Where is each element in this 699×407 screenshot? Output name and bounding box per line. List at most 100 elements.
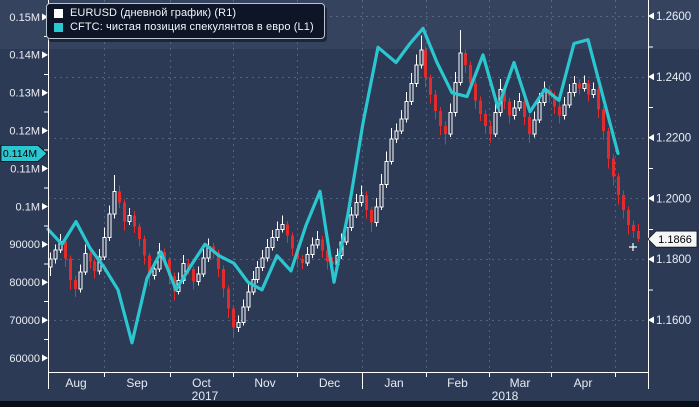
candle-body-down: [484, 113, 487, 127]
candle-body-up: [280, 224, 285, 230]
month-label: Oct: [192, 376, 211, 390]
candle-body-down: [168, 259, 171, 277]
candle-body-up: [409, 82, 414, 103]
candle-body-up: [414, 64, 419, 84]
right-axis-tick-label: 1.1600: [656, 315, 691, 327]
candle-body-down: [553, 95, 556, 107]
left-axis-tick-label: 80000: [9, 277, 40, 289]
month-label: Feb: [447, 376, 468, 390]
candle-body-down: [622, 194, 625, 210]
left-axis-tick-label: 0.11M: [10, 163, 40, 175]
month-label: Sep: [126, 376, 148, 390]
candle-body-up: [112, 191, 117, 215]
candle-body-down: [523, 101, 526, 117]
bottom-strip: [0, 401, 699, 407]
month-label: Nov: [254, 376, 275, 390]
candle-body-down: [143, 239, 146, 256]
latest-price-marker: [629, 243, 637, 251]
candle-body-up: [567, 92, 572, 106]
left-axis-tick-label: 0.12M: [9, 126, 40, 138]
candle-body-down: [474, 83, 477, 101]
candle-body-up: [275, 228, 280, 238]
candle-body-up: [246, 291, 251, 308]
month-label: Dec: [319, 376, 340, 390]
candle-body-down: [464, 53, 467, 66]
candle-body-down: [321, 239, 324, 251]
candle-body-up: [102, 236, 107, 258]
candle-body-up: [404, 101, 409, 120]
candle-body-up: [310, 244, 315, 255]
candle-body-up: [349, 214, 354, 229]
candle-body-up: [419, 49, 424, 66]
candle-body-up: [562, 104, 567, 117]
legend-item-eurusd[interactable]: EURUSD (дневной график) (R1): [54, 7, 314, 20]
left-tick-arrow: [42, 51, 48, 59]
candle-body-up: [201, 257, 206, 275]
candle-body-down: [227, 288, 230, 309]
right-tick-arrow: [648, 316, 654, 324]
left-axis-tick-label: 0.13M: [9, 88, 40, 100]
candle-body-down: [326, 250, 329, 262]
month-label: Apr: [574, 376, 593, 390]
price-current-value-badge: 1.1866: [647, 230, 698, 248]
candle-body-up: [493, 112, 498, 135]
left-axis-tick-label: 70000: [9, 315, 40, 327]
cftc-current-value-badge: 0.114M: [0, 145, 48, 162]
candle-body-down: [217, 252, 220, 269]
candle-body-down: [632, 225, 635, 232]
right-badge-text: 1.1866: [658, 234, 692, 246]
axis-frame: [48, 0, 649, 373]
left-axis-tick-label: 0.15M: [9, 12, 40, 24]
candle-body-up: [394, 130, 399, 140]
candle-body-up: [389, 138, 394, 162]
candle-body-down: [508, 101, 511, 116]
candle-body-up: [591, 89, 596, 95]
candle-body-down: [291, 235, 294, 249]
eurusd-series-swatch: [54, 9, 63, 18]
candle-body-up: [537, 101, 542, 121]
candle-body-up: [399, 118, 404, 132]
candle-body-up: [384, 160, 389, 185]
candle-body-down: [301, 259, 304, 263]
candle-body-up: [582, 82, 587, 89]
candle-body-down: [528, 116, 531, 134]
gridlines: [48, 0, 648, 372]
cftc-series-swatch: [54, 23, 63, 32]
candle-body-down: [192, 268, 195, 282]
candle-body-up: [354, 202, 359, 216]
candle-body-down: [123, 202, 126, 222]
candle-body-down: [64, 241, 67, 259]
legend-item-cftc[interactable]: CFTC: чистая позиция спекулянтов в евро …: [54, 21, 314, 34]
candle-body-up: [270, 236, 275, 249]
candle-body-down: [93, 261, 96, 271]
right-axis-tick-label: 1.2600: [656, 11, 691, 23]
candle-body-down: [612, 158, 615, 177]
candle-body-down: [370, 209, 373, 223]
right-axis-tick-label: 1.2400: [656, 72, 691, 84]
right-tick-arrow: [648, 194, 654, 202]
candle-body-down: [637, 231, 640, 240]
candle-body-down: [222, 268, 225, 289]
candle-body-up: [127, 214, 132, 223]
candle-body-down: [232, 308, 235, 328]
candle-body-up: [241, 306, 246, 323]
candle-body-down: [434, 94, 437, 111]
candle-body-up: [152, 268, 157, 277]
right-axis-tick-label: 1.2000: [656, 193, 691, 205]
candle-body-down: [578, 83, 581, 89]
right-axis: 1.2600 1.2400 1.2200 1.2000 1.1800 1.1600: [648, 11, 691, 327]
left-tick-arrow: [42, 165, 48, 173]
candle-body-down: [163, 251, 166, 260]
candle-body-up: [448, 112, 453, 135]
candle-body-up: [315, 239, 320, 246]
left-axis-tick-label: 0.1M: [16, 201, 40, 213]
candle-body-down: [439, 110, 442, 127]
candle-body-up: [107, 213, 112, 238]
left-tick-arrow: [42, 354, 48, 362]
candle-body-up: [359, 194, 364, 204]
candle-body-up: [374, 206, 379, 224]
candle-body-down: [469, 65, 472, 84]
candle-body-up: [78, 271, 83, 290]
